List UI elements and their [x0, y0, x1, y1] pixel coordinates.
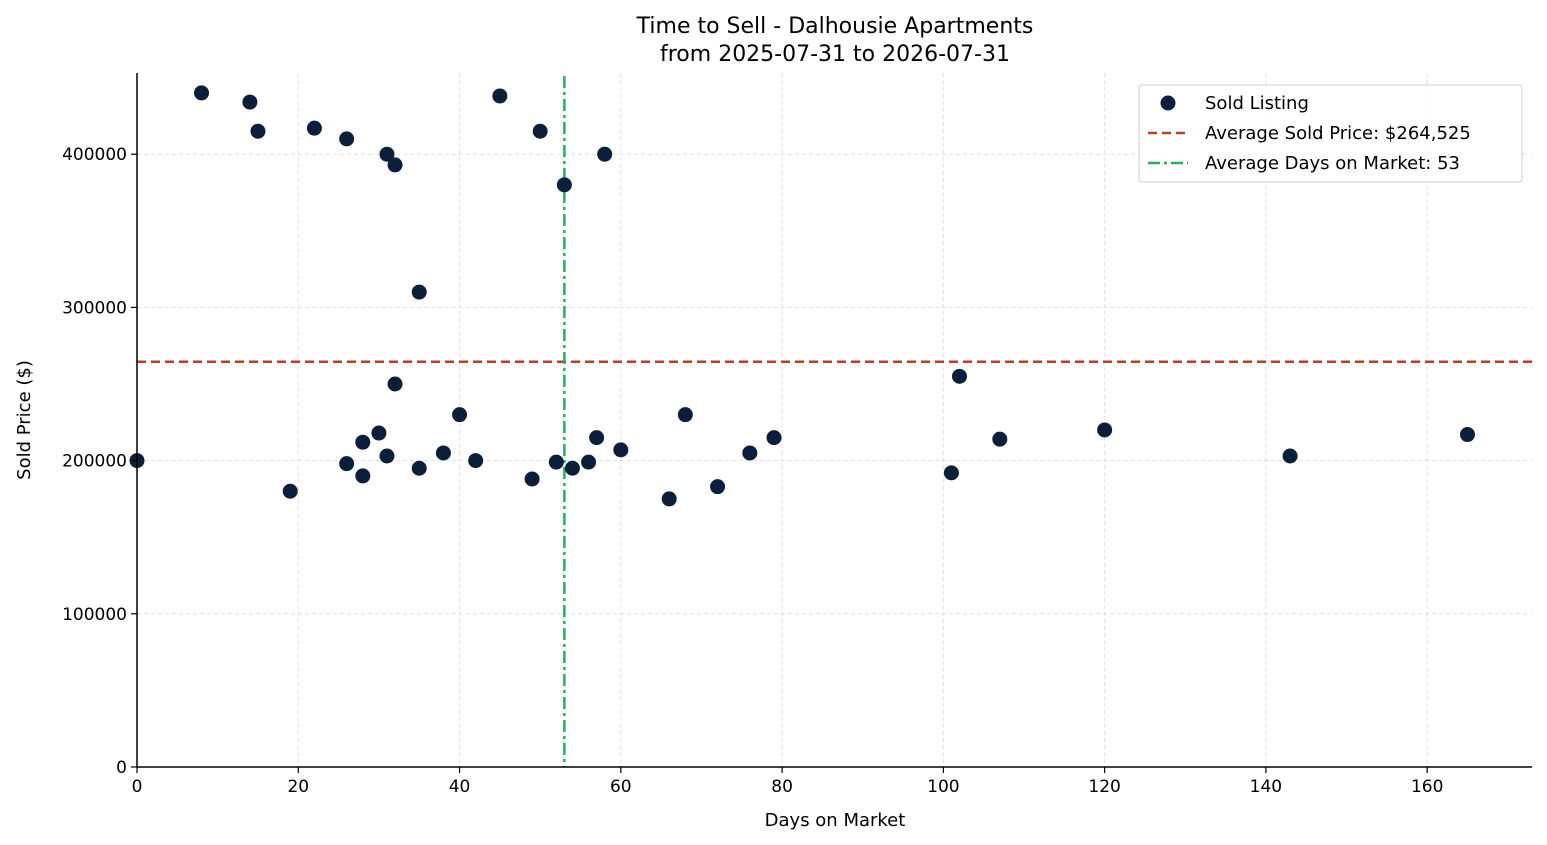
sold-listing-point — [589, 430, 605, 446]
sold-listing-point — [943, 465, 959, 481]
sold-listing-point — [411, 284, 427, 300]
chart-title: Time to Sell - Dalhousie Apartments — [636, 14, 1034, 39]
sold-listing-point — [548, 454, 564, 470]
sold-listing-point — [339, 456, 355, 472]
x-tick-label: 120 — [1088, 777, 1120, 797]
x-tick-label: 140 — [1250, 777, 1282, 797]
sold-listing-point — [306, 120, 322, 136]
sold-listing-point — [250, 123, 266, 139]
y-tick-label: 300000 — [62, 298, 127, 318]
sold-listing-point — [355, 468, 371, 484]
sold-listing-point — [564, 460, 580, 476]
sold-listing-point — [387, 157, 403, 173]
sold-listing-point — [556, 177, 572, 193]
y-tick-label: 100000 — [62, 605, 127, 625]
sold-listing-point — [742, 445, 758, 461]
sold-listing-point — [379, 146, 395, 162]
legend-label-avg-price: Average Sold Price: $264,525 — [1205, 123, 1471, 144]
x-tick-label: 20 — [287, 777, 309, 797]
sold-listing-point — [194, 85, 210, 101]
sold-listing-point — [282, 483, 298, 499]
legend-box — [1138, 84, 1523, 183]
x-tick-label: 0 — [132, 777, 143, 797]
y-tick-label: 200000 — [62, 452, 127, 472]
sold-listing-point — [766, 430, 782, 446]
y-tick-label: 400000 — [62, 145, 127, 165]
sold-listing-point — [452, 407, 468, 423]
legend: Sold Listing Average Sold Price: $264,52… — [1138, 84, 1523, 183]
sold-listing-point — [532, 123, 548, 139]
axes — [136, 73, 1532, 768]
y-tick-label: 0 — [116, 758, 127, 778]
sold-listing-point — [1282, 448, 1298, 464]
ticks: 0 20 40 60 80 100 120 140 160 0 100000 200000 300000… — [62, 145, 1443, 797]
legend-marker-sold-listing — [1160, 95, 1176, 111]
sold-listing-point — [242, 94, 258, 110]
sold-listing-point — [951, 368, 967, 384]
sold-listing-point — [371, 425, 387, 441]
sold-listing-point — [355, 434, 371, 450]
sold-listing-point — [379, 448, 395, 464]
sold-listing-point — [1459, 427, 1475, 443]
sold-listing-point — [387, 376, 403, 392]
sold-listing-point — [661, 491, 677, 507]
sold-listing-point — [524, 471, 540, 487]
y-axis-label: Sold Price ($) — [14, 360, 35, 480]
x-tick-label: 160 — [1411, 777, 1443, 797]
sold-listing-point — [339, 131, 355, 147]
sold-listing-point — [435, 445, 451, 461]
sold-listing-point — [597, 146, 613, 162]
sold-listing-point — [411, 460, 427, 476]
sold-listing-point — [613, 442, 629, 458]
sold-listing-point — [710, 479, 726, 495]
x-tick-label: 100 — [927, 777, 959, 797]
sold-listing-point — [992, 431, 1008, 447]
sold-listing-point — [677, 407, 693, 423]
legend-label-avg-days: Average Days on Market: 53 — [1205, 153, 1460, 174]
x-tick-label: 80 — [771, 777, 793, 797]
x-tick-label: 40 — [449, 777, 471, 797]
x-tick-label: 60 — [610, 777, 632, 797]
sold-listing-point — [468, 453, 484, 469]
sold-listing-point — [492, 88, 508, 104]
legend-label-sold-listing: Sold Listing — [1205, 93, 1309, 114]
chart-subtitle: from 2025-07-31 to 2026-07-31 — [660, 42, 1010, 67]
sold-listing-point — [1097, 422, 1113, 438]
x-axis-label: Days on Market — [765, 810, 906, 831]
sold-listing-point — [581, 454, 597, 470]
